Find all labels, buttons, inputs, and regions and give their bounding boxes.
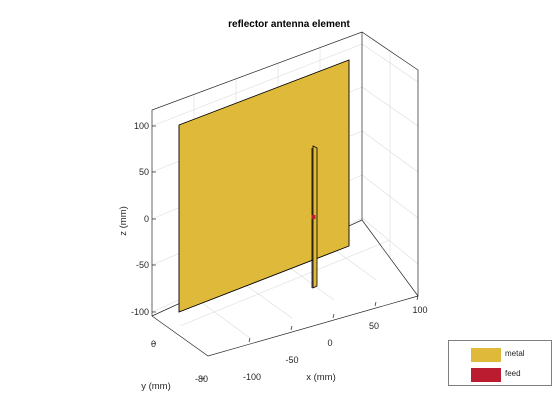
legend: metal feed <box>448 340 552 386</box>
z-tick-label: -50 <box>136 260 149 270</box>
z-tick-label: 0 <box>144 214 149 224</box>
feed-point <box>311 215 316 219</box>
y-axis-label: y (mm) <box>141 381 171 392</box>
legend-item-feed: feed <box>449 367 551 383</box>
z-tick-label: 50 <box>139 167 149 177</box>
z-axis-label: z (mm) <box>118 206 129 236</box>
x-axis: -100 -50 0 50 100 x (mm) <box>243 295 428 383</box>
reflector-plate <box>178 59 350 313</box>
x-tick-label: -50 <box>285 355 298 365</box>
x-axis-label: x (mm) <box>306 372 336 383</box>
x-tick-label: 0 <box>327 338 332 348</box>
y-tick-label: -80 <box>195 374 208 384</box>
x-tick-label: 50 <box>369 321 379 331</box>
legend-label: feed <box>505 369 521 378</box>
grid-right <box>361 43 419 265</box>
metal-swatch <box>471 348 501 362</box>
legend-item-metal: metal <box>449 347 551 363</box>
y-tick-label: 0 <box>151 339 156 349</box>
x-tick-label: -100 <box>243 372 261 382</box>
dipole-element <box>311 145 318 289</box>
y-axis: 0 -80 y (mm) <box>141 339 208 392</box>
legend-label: metal <box>505 349 525 358</box>
z-axis: 100 50 0 -50 -100 z (mm) <box>118 121 156 317</box>
z-tick-label: 100 <box>134 121 149 131</box>
z-tick-label: -100 <box>131 307 149 317</box>
x-tick-label: 100 <box>412 305 427 315</box>
plot-title: reflector antenna element <box>228 19 350 30</box>
feed-swatch <box>471 368 501 382</box>
